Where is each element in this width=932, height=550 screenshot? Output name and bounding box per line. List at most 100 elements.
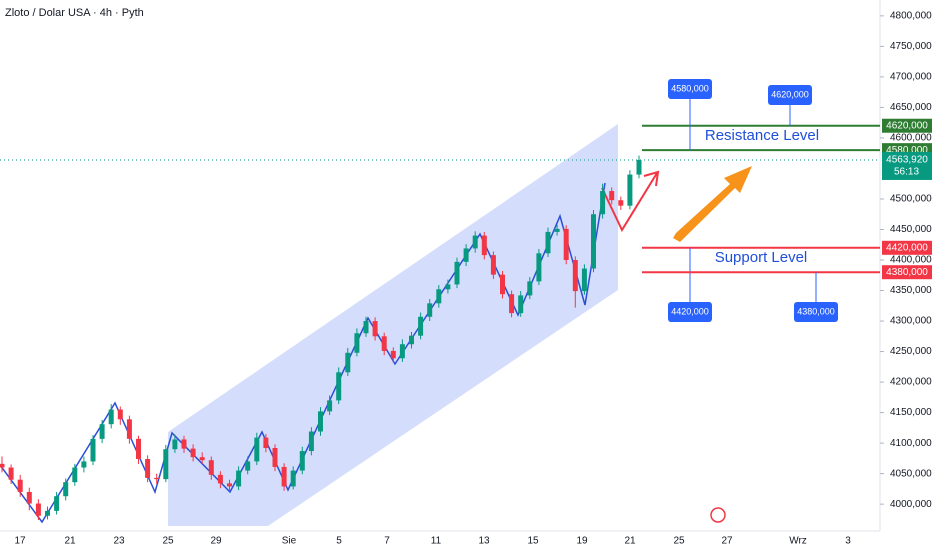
callout-box <box>668 302 712 322</box>
candle-body <box>281 466 287 487</box>
time-axis <box>0 531 880 550</box>
channel <box>168 124 618 526</box>
axis-price-label: 4620,000 <box>886 120 928 131</box>
candle-body <box>381 336 387 351</box>
x-tick-label: 11 <box>431 536 442 547</box>
axis-price-label: 4580,000 <box>886 145 928 156</box>
candle-body <box>199 457 205 461</box>
candle-body <box>17 479 23 492</box>
callout-box <box>794 302 838 322</box>
candle-body <box>418 316 424 336</box>
candle-body <box>227 483 232 487</box>
x-tick-label: 3 <box>845 536 851 547</box>
support-label: Support Level <box>715 249 808 266</box>
candle-body <box>45 510 50 516</box>
y-tick-label: 4600,000 <box>890 133 932 144</box>
callout-box <box>668 79 712 99</box>
y-tick-label: 4350,000 <box>890 285 932 296</box>
x-tick-label: Wrz <box>789 536 807 547</box>
y-tick-label: 4800,000 <box>890 11 932 22</box>
y-tick-label: 4300,000 <box>890 316 932 327</box>
candle-body <box>609 191 615 201</box>
candle-body <box>372 321 378 337</box>
candle-body <box>581 268 587 292</box>
candle-body <box>536 253 542 282</box>
x-tick-label: 25 <box>162 536 174 547</box>
candle-body <box>163 449 169 480</box>
y-tick-label: 4450,000 <box>890 224 932 235</box>
candle-body <box>136 438 141 459</box>
candle-body <box>236 470 242 487</box>
x-tick-label: 23 <box>113 536 125 547</box>
x-tick-label: 15 <box>527 536 539 547</box>
candle-body <box>299 451 305 471</box>
callout-box <box>768 85 812 105</box>
event-flag <box>710 507 726 523</box>
callout-label: 4620,000 <box>771 89 809 99</box>
candle-body <box>54 496 60 511</box>
candle-body <box>363 321 369 334</box>
candle-body <box>490 255 496 275</box>
candle-body <box>35 503 41 516</box>
orange-arrow <box>673 166 752 242</box>
callout-label: 4420,000 <box>671 306 709 316</box>
x-tick-label: 21 <box>624 536 636 547</box>
candle-body <box>618 200 624 206</box>
candle-body <box>272 447 278 467</box>
candle-body <box>263 437 269 448</box>
candle-body <box>145 458 151 478</box>
candle-body <box>190 448 196 458</box>
y-tick-label: 4050,000 <box>890 468 932 479</box>
candle-body <box>0 463 5 468</box>
axis-price-tag <box>882 240 932 255</box>
x-tick-label: 21 <box>64 536 76 547</box>
current-price-tag <box>882 151 932 180</box>
candle-body <box>154 477 160 480</box>
candle-body <box>636 159 642 175</box>
red-arrow <box>601 172 658 233</box>
red-arrow-head <box>643 170 660 187</box>
candle-body <box>217 474 223 484</box>
candle-body <box>500 274 505 295</box>
candle-body <box>627 174 633 206</box>
axis-price-tag <box>882 265 932 280</box>
candle-body <box>345 352 351 373</box>
y-tick-label: 4000,000 <box>890 499 932 510</box>
x-tick-label: Sie <box>282 536 297 547</box>
x-tick-label: 5 <box>336 536 342 547</box>
candle-body <box>427 303 433 317</box>
candle-body <box>563 228 569 261</box>
symbol-title: Zloto / Dolar USA · 4h · Pyth <box>5 7 144 19</box>
candle-body <box>108 409 114 425</box>
candle-body <box>399 344 405 359</box>
candle-body <box>454 261 460 285</box>
axis-price-label: 4420,000 <box>886 242 928 253</box>
x-tick-label: 7 <box>384 536 390 547</box>
y-tick-label: 4500,000 <box>890 194 932 205</box>
candle-body <box>436 289 442 304</box>
candle-body <box>208 460 214 475</box>
callout-label: 4580,000 <box>671 83 709 93</box>
candle-body <box>463 248 469 262</box>
x-tick-label: 27 <box>721 536 733 547</box>
y-tick-label: 4650,000 <box>890 102 932 113</box>
x-tick-label: 17 <box>14 536 26 547</box>
candle-body <box>72 467 78 483</box>
x-tick-label: 29 <box>210 536 222 547</box>
candle-body <box>600 191 606 215</box>
candle-body <box>99 424 105 439</box>
y-tick-label: 4100,000 <box>890 438 932 449</box>
candle-body <box>26 491 32 504</box>
candle-body <box>117 409 123 420</box>
plot <box>0 155 880 521</box>
candle-body <box>518 295 524 314</box>
candle-body <box>181 439 187 449</box>
candle-body <box>336 372 342 401</box>
current-price-label: 4563,920 <box>886 155 928 166</box>
countdown-label: 56:13 <box>894 167 919 178</box>
candle-body <box>126 419 132 439</box>
candle-body <box>509 294 515 314</box>
title-bg <box>2 4 152 22</box>
x-tick-label: 25 <box>673 536 685 547</box>
